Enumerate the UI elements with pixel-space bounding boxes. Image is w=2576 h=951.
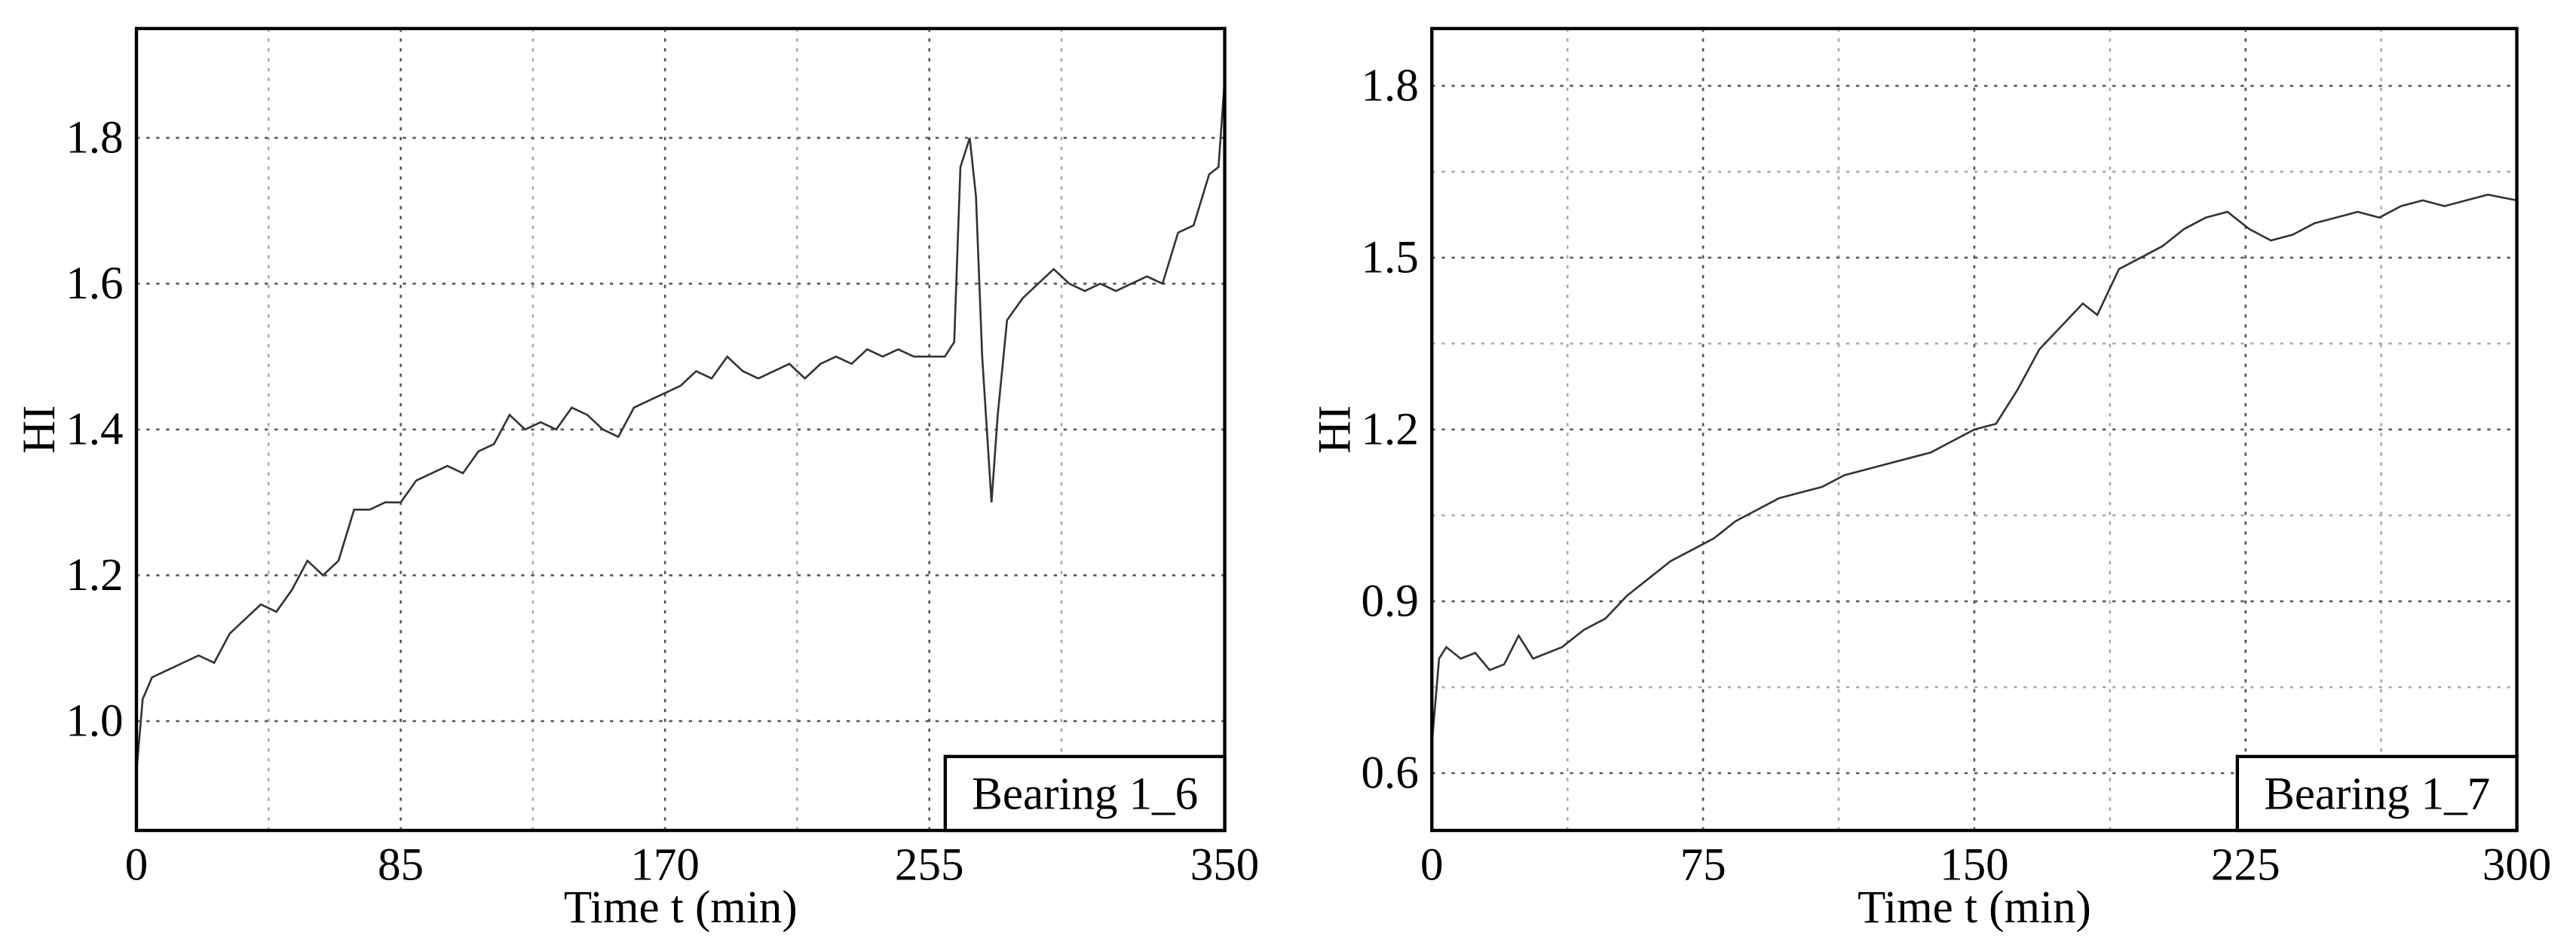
annotation-box (943, 754, 1227, 833)
x-axis-label: Time t (min) (564, 882, 798, 933)
y-tick-label: 1.8 (66, 113, 123, 164)
y-tick-label: 1.8 (1362, 61, 1419, 112)
x-tick-label: 150 (1940, 839, 2009, 890)
y-axis-label: HI (14, 405, 65, 454)
hi-line (1430, 193, 2517, 745)
annotation-box (2235, 754, 2519, 833)
x-tick-label: 75 (1680, 839, 1726, 890)
y-tick-label: 1.6 (66, 258, 123, 309)
annotation: Bearing 1_6 (972, 769, 1198, 820)
y-tick-label: 1.0 (66, 696, 123, 747)
x-tick-label: 350 (1190, 839, 1260, 890)
y-tick-label: 1.2 (66, 550, 123, 601)
x-tick-label: 255 (895, 839, 964, 890)
x-tick-label: 0 (125, 839, 149, 890)
x-tick-label: 170 (630, 839, 700, 890)
x-tick-label: 0 (1420, 839, 1444, 890)
y-tick-label: 1.5 (1362, 233, 1419, 283)
y-tick-label: 1.2 (1362, 405, 1419, 455)
y-tick-label: 1.4 (66, 405, 123, 455)
y-tick-label: 0.9 (1362, 576, 1419, 627)
x-tick-label: 300 (2483, 839, 2552, 890)
frame (1430, 26, 2519, 833)
y-axis-label: HI (1309, 405, 1360, 454)
frame (134, 26, 1227, 833)
x-axis-label: Time t (min) (1858, 882, 2091, 933)
x-tick-label: 85 (378, 839, 424, 890)
y-tick-label: 0.6 (1362, 748, 1419, 799)
hi-line (135, 79, 1226, 772)
annotation: Bearing 1_7 (2264, 769, 2490, 820)
x-tick-label: 225 (2211, 839, 2280, 890)
